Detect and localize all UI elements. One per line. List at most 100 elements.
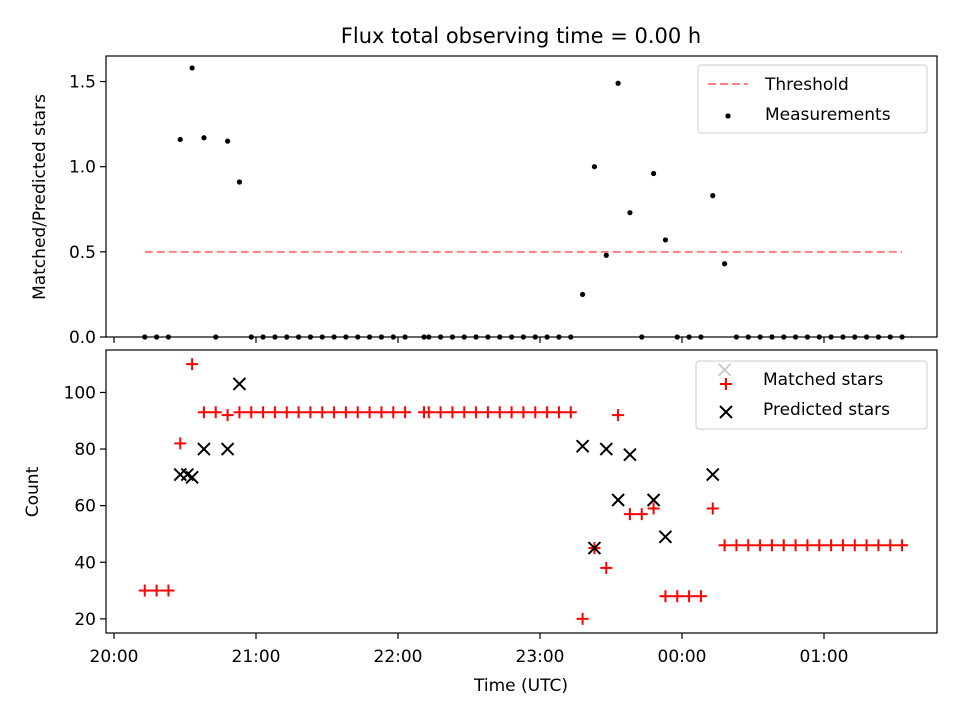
x-tick-label: 23:00 [516, 647, 565, 667]
matched-star-point [671, 590, 684, 603]
matched-star-point [245, 406, 258, 419]
legend-threshold-label: Threshold [764, 75, 849, 95]
measurement-point [201, 135, 207, 141]
matched-star-point [825, 539, 838, 552]
matched-star-point [884, 539, 897, 552]
matched-star-point [280, 406, 293, 419]
top-legend: Threshold Measurements [697, 64, 928, 134]
legend-predicted-label: Predicted stars [763, 400, 890, 420]
x-tick-label: 01:00 [800, 647, 849, 667]
matched-star-point [481, 406, 494, 419]
measurement-point [722, 261, 728, 267]
measurement-point [591, 164, 598, 170]
bottom-marks [138, 358, 909, 625]
matched-star-point [375, 406, 388, 419]
bottom-legend-box [695, 360, 928, 430]
matched-star-point [623, 508, 636, 521]
matched-star-point [209, 406, 222, 419]
measurement-point [177, 136, 183, 143]
legend-predicted-swatch [719, 405, 733, 419]
predicted-star-point [611, 493, 625, 507]
matched-star-point [541, 406, 554, 419]
top-y-tick-label: 0.5 [69, 243, 96, 263]
matched-star-point [162, 584, 175, 597]
x-axis-label: Time (UTC) [473, 676, 568, 696]
matched-star-point [328, 406, 341, 419]
top-plot-frame [105, 55, 938, 338]
matched-star-point [836, 539, 849, 552]
matched-star-point [552, 406, 565, 419]
matched-star-point [505, 406, 518, 419]
matched-star-point [765, 539, 778, 552]
top-x-ticks [113, 337, 825, 343]
predicted-star-point [623, 448, 637, 462]
matched-star-point [316, 406, 329, 419]
matched-star-point [186, 358, 199, 371]
matched-star-point [138, 584, 151, 597]
measurement-point [662, 237, 669, 243]
matched-star-point [683, 590, 696, 603]
matched-star-point [564, 406, 577, 419]
top-y-ticks: 0.0 0.5 1.0 1.5 [69, 73, 106, 348]
matched-star-point [742, 539, 755, 552]
measurement-point [615, 80, 621, 86]
matched-star-point [896, 539, 909, 552]
matched-star-point [694, 590, 707, 603]
legend-measurements-label: Measurements [765, 105, 891, 125]
matched-star-point [351, 406, 364, 419]
predicted-star-point [197, 442, 211, 456]
bottom-plot-frame [105, 349, 938, 634]
bottom-y-tick-label: 60 [74, 497, 96, 517]
measurement-point [603, 252, 609, 258]
x-tick-label: 00:00 [658, 647, 707, 667]
matched-star-point [813, 539, 826, 552]
predicted-star-point [587, 541, 602, 555]
matched-star-point [174, 437, 187, 450]
matched-star-point [422, 406, 435, 419]
bottom-y-tick-label: 100 [64, 383, 96, 403]
matched-star-point [387, 406, 400, 419]
matched-star-point [576, 612, 589, 625]
top-title: Flux total observing time = 0.00 h [341, 24, 701, 48]
bottom-legend: Matched stars Predicted stars [695, 360, 928, 430]
measurement-point [189, 65, 195, 71]
legend-matched-swatch [720, 378, 732, 390]
measurement-point [580, 291, 586, 298]
matched-star-point [233, 406, 246, 419]
matched-star-point [493, 406, 506, 419]
matched-star-point [872, 539, 885, 552]
matched-star-point [730, 539, 743, 552]
x-tick-label: 20:00 [90, 647, 139, 667]
matched-star-point [339, 406, 352, 419]
matched-star-point [257, 406, 270, 419]
matched-star-point [600, 561, 613, 574]
top-y-tick-label: 1.0 [69, 158, 96, 178]
matched-star-point [612, 409, 625, 422]
bottom-y-tick-label: 20 [74, 610, 96, 630]
measurement-point [225, 138, 231, 144]
legend-matched-label: Matched stars [763, 370, 883, 390]
matched-star-point [221, 409, 234, 422]
measurement-point [627, 210, 633, 216]
matched-star-point [801, 539, 814, 552]
matched-star-point [860, 539, 873, 552]
predicted-star-point [232, 377, 247, 391]
matched-star-point [517, 406, 530, 419]
measurement-point [236, 179, 243, 185]
matched-star-point [363, 406, 376, 419]
matched-star-point [659, 590, 672, 603]
matched-star-point [292, 406, 305, 419]
top-y-axis-label: Matched/Predicted stars [30, 94, 50, 300]
predicted-star-point [575, 439, 590, 453]
bottom-y-tick-label: 80 [74, 440, 96, 460]
measurement-point [710, 193, 716, 199]
matched-star-point [470, 406, 483, 419]
legend-measurements-swatch [725, 113, 731, 119]
x-tick-label: 22:00 [374, 647, 423, 667]
matched-star-point [529, 406, 542, 419]
matched-star-point [304, 406, 317, 419]
predicted-star-point [185, 470, 199, 485]
matched-star-point [718, 539, 731, 552]
bottom-y-tick-label: 40 [74, 553, 96, 573]
